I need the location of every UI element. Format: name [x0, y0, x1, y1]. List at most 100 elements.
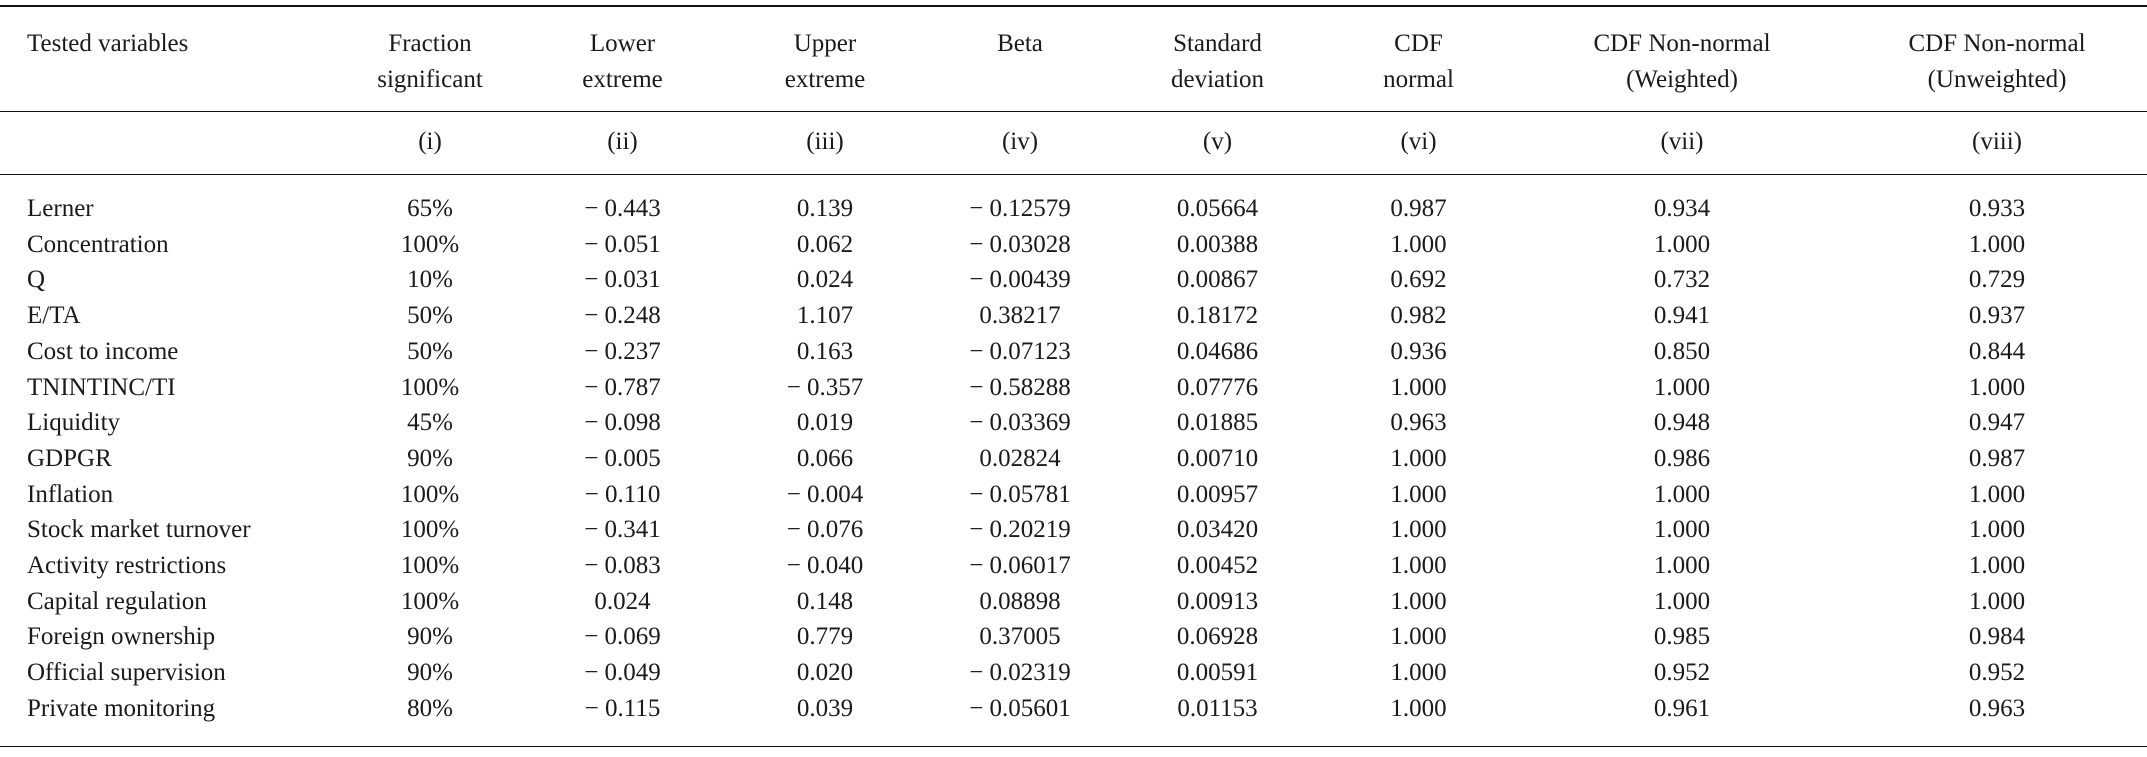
- spacer-row: [0, 175, 2147, 192]
- column-number: (v): [1115, 111, 1320, 175]
- table-row: Concentration 100% − 0.051 0.062 − 0.03028 0.…: [0, 227, 2147, 263]
- table-row: Foreign ownership 90% − 0.069 0.779 0.37005 0…: [0, 619, 2147, 655]
- table-cell: 0.985: [1653, 623, 1711, 651]
- table-cell: 0.00913: [1176, 587, 1259, 615]
- table-cell: 0.986: [1653, 444, 1711, 472]
- table-cell: − 0.12579: [969, 195, 1071, 222]
- table-cell: − 0.098: [584, 409, 661, 437]
- table-cell: − 0.05781: [969, 480, 1071, 508]
- table-cell: 1.000: [1390, 552, 1447, 580]
- table-cell: − 0.357: [786, 373, 864, 401]
- column-number: (iv): [925, 111, 1115, 175]
- table-cell: 0.00591: [1176, 659, 1259, 687]
- table-cell: 0.948: [1653, 409, 1711, 437]
- table-cell: 1.000: [1968, 516, 2026, 544]
- table-cell: − 0.040: [786, 552, 864, 580]
- results-table: Tested variables Fraction significant Lower…: [0, 5, 2147, 747]
- table-row: Stock market turnover 100% − 0.341 − 0.076 −…: [0, 512, 2147, 548]
- column-header: CDF normal: [1320, 5, 1517, 112]
- table-cell: 45%: [407, 409, 453, 437]
- table-cell: 1.000: [1653, 373, 1711, 401]
- row-label: E/TA: [27, 302, 81, 330]
- row-label: Lerner: [27, 195, 94, 222]
- column-number: (i): [340, 111, 520, 175]
- column-header-line: CDF: [1394, 30, 1443, 57]
- table-cell: 100%: [400, 230, 460, 258]
- row-label: Capital regulation: [27, 587, 207, 615]
- table-row: GDPGR 90% − 0.005 0.066 0.02824 0.00710 1.000 0…: [0, 441, 2147, 477]
- table-cell: − 0.110: [584, 480, 661, 508]
- table-cell: 0.941: [1653, 302, 1711, 330]
- table-cell: − 0.069: [584, 623, 661, 651]
- table-cell: 1.000: [1653, 480, 1711, 508]
- table-cell: 0.08898: [979, 587, 1061, 615]
- table-cell: 0.984: [1968, 623, 2026, 651]
- table-cell: − 0.443: [584, 195, 661, 222]
- table-cell: 90%: [407, 444, 453, 472]
- table-cell: 0.024: [594, 587, 651, 615]
- column-header-line: Upper: [793, 30, 857, 57]
- table-cell: 0.952: [1653, 659, 1711, 687]
- table-cell: 0.732: [1653, 266, 1711, 294]
- column-header-line: Fraction: [388, 30, 472, 57]
- table-cell: 0.850: [1653, 337, 1711, 365]
- column-header-line: CDF Non-normal: [1908, 30, 2086, 57]
- table-row: Inflation 100% − 0.110 − 0.004 − 0.05781 0.00…: [0, 477, 2147, 513]
- row-label: Concentration: [27, 230, 169, 258]
- table-cell: 1.000: [1390, 659, 1447, 687]
- table-cell: 80%: [407, 694, 453, 722]
- table-cell: 0.947: [1968, 409, 2026, 437]
- row-label: Foreign ownership: [27, 623, 216, 651]
- table-cell: 0.961: [1653, 694, 1711, 722]
- table-cell: 0.844: [1968, 337, 2026, 365]
- table-row: Activity restrictions 100% − 0.083 − 0.040 −…: [0, 548, 2147, 584]
- table-cell: 0.38217: [979, 302, 1061, 330]
- table-cell: 1.000: [1653, 587, 1711, 615]
- table-cell: 0.02824: [979, 444, 1061, 472]
- row-label: Stock market turnover: [27, 516, 251, 544]
- table-cell: 0.03420: [1176, 516, 1259, 544]
- table-cell: 0.05664: [1176, 195, 1259, 222]
- table-cell: 1.000: [1390, 623, 1447, 651]
- table-cell: 0.062: [796, 230, 854, 258]
- table-cell: 0.00957: [1176, 480, 1259, 508]
- table-cell: 0.933: [1968, 195, 2026, 222]
- table-cell: − 0.03028: [969, 230, 1071, 258]
- table-cell: 0.952: [1968, 659, 2026, 687]
- column-header-line: (Unweighted): [1927, 66, 2067, 93]
- table-cell: 1.000: [1968, 552, 2026, 580]
- column-header-line: CDF Non-normal: [1593, 30, 1771, 57]
- column-header: CDF Non-normal (Weighted): [1517, 5, 1847, 112]
- table-row: Liquidity 45% − 0.098 0.019 − 0.03369 0.01885…: [0, 405, 2147, 441]
- column-header-line: significant: [377, 66, 483, 93]
- table-cell: 1.000: [1653, 230, 1711, 258]
- table-cell: 1.000: [1390, 373, 1447, 401]
- table-cell: 0.982: [1390, 302, 1447, 330]
- table-cell: 0.00452: [1176, 552, 1259, 580]
- table-cell: 0.934: [1653, 195, 1711, 222]
- table-cell: 1.000: [1968, 480, 2026, 508]
- row-label: Cost to income: [27, 337, 179, 365]
- table-cell: 1.000: [1390, 694, 1447, 722]
- column-header: Beta: [925, 5, 1115, 112]
- table-cell: − 0.787: [584, 373, 661, 401]
- table-cell: 1.000: [1653, 552, 1711, 580]
- table-cell: − 0.07123: [969, 337, 1071, 365]
- table-cell: 90%: [407, 659, 453, 687]
- column-header: Upper extreme: [725, 5, 925, 112]
- table-cell: − 0.237: [584, 337, 661, 365]
- table-cell: 0.01885: [1176, 409, 1259, 437]
- table-cell: 0.01153: [1177, 694, 1258, 722]
- table-cell: − 0.02319: [969, 659, 1071, 687]
- table-cell: 1.000: [1390, 444, 1447, 472]
- table-row: TNINTINC/TI 100% − 0.787 − 0.357 − 0.58288 0.…: [0, 370, 2147, 406]
- row-label: Liquidity: [27, 409, 121, 437]
- table-cell: 100%: [400, 552, 460, 580]
- table-cell: 100%: [400, 373, 460, 401]
- table-cell: 50%: [407, 337, 453, 365]
- table-cell: 50%: [407, 302, 453, 330]
- table-cell: − 0.06017: [969, 552, 1071, 580]
- table-cell: 1.000: [1390, 516, 1447, 544]
- table-cell: − 0.005: [584, 444, 661, 472]
- table-row: E/TA 50% − 0.248 1.107 0.38217 0.18172 0.982 0.…: [0, 298, 2147, 334]
